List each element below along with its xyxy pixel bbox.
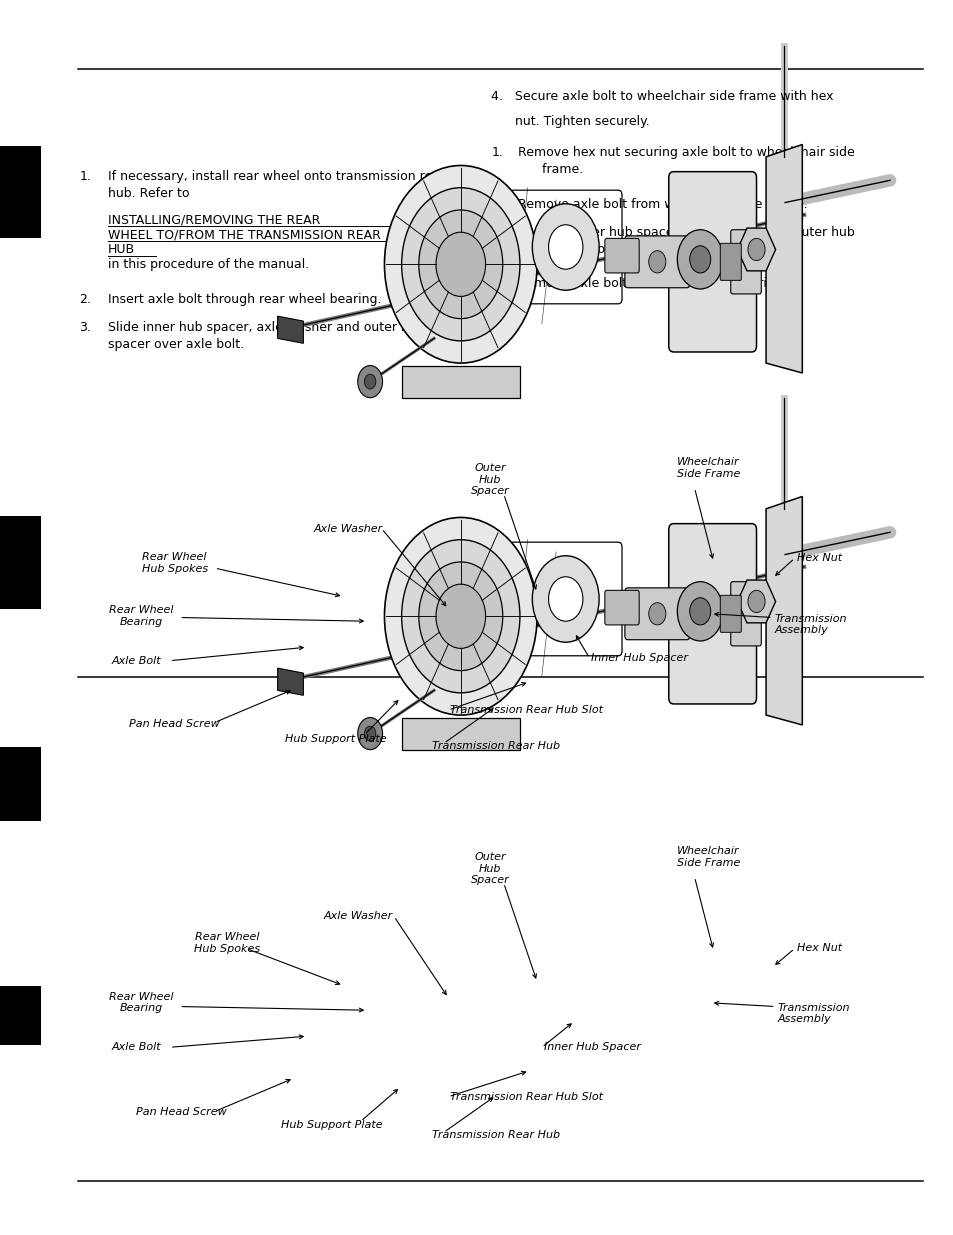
Text: Remove axle bolt from wheelchair side frame.: Remove axle bolt from wheelchair side fr… [517,198,807,211]
FancyBboxPatch shape [401,366,519,398]
Text: Rear Wheel
Bearing: Rear Wheel Bearing [109,605,173,626]
Circle shape [384,165,537,363]
FancyBboxPatch shape [730,582,760,646]
Text: 2.: 2. [491,198,502,211]
Text: Rear Wheel
Hub Spokes: Rear Wheel Hub Spokes [193,932,260,953]
Text: Transmission Rear Hub Slot: Transmission Rear Hub Slot [450,1092,602,1102]
FancyBboxPatch shape [668,524,756,704]
Text: Axle Washer: Axle Washer [323,911,392,921]
Circle shape [747,238,764,261]
Circle shape [436,232,485,296]
FancyBboxPatch shape [720,243,740,280]
Circle shape [401,188,519,341]
FancyBboxPatch shape [604,238,639,273]
Text: Inner Hub Spacer: Inner Hub Spacer [591,653,688,663]
FancyBboxPatch shape [624,236,689,288]
Text: 2.: 2. [79,293,91,306]
Text: INSTALLING/REMOVING THE REAR: INSTALLING/REMOVING THE REAR [108,214,320,227]
Text: Rear Wheel
Hub Spokes: Rear Wheel Hub Spokes [141,552,208,573]
Text: Outer
Hub
Spacer: Outer Hub Spacer [471,852,509,885]
Text: Inner Hub Spacer: Inner Hub Spacer [543,1042,640,1052]
Bar [0,986,41,1045]
FancyBboxPatch shape [624,588,689,640]
Text: Remove axle bolt from rear wheel bearing.: Remove axle bolt from rear wheel bearing… [517,277,786,290]
Text: Transmission Rear Hub: Transmission Rear Hub [432,1130,559,1140]
Circle shape [357,366,382,398]
FancyBboxPatch shape [604,590,639,625]
Polygon shape [277,668,303,695]
Text: 3.: 3. [79,321,91,335]
Text: Insert axle bolt through rear wheel bearing.: Insert axle bolt through rear wheel bear… [108,293,381,306]
Text: Transmission Rear Hub: Transmission Rear Hub [432,741,559,751]
Text: Hub Support Plate: Hub Support Plate [285,734,386,743]
Circle shape [648,251,665,273]
Text: Pan Head Screw: Pan Head Screw [135,1107,227,1116]
FancyBboxPatch shape [401,718,519,750]
Circle shape [648,603,665,625]
Text: Wheelchair
Side Frame: Wheelchair Side Frame [677,457,740,478]
Text: in this procedure of the manual.: in this procedure of the manual. [108,258,309,272]
Text: 3.: 3. [491,226,502,240]
Circle shape [418,562,502,671]
Circle shape [532,556,598,642]
Text: WHEEL TO/FROM THE TRANSMISSION REAR: WHEEL TO/FROM THE TRANSMISSION REAR [108,228,380,242]
Text: HUB: HUB [108,243,134,257]
Text: Hex Nut: Hex Nut [796,553,841,563]
Circle shape [747,590,764,613]
Text: Slide inner hub spacer, axle washer and outer hub
spacer over axle bolt.: Slide inner hub spacer, axle washer and … [108,321,424,351]
Circle shape [364,374,375,389]
Text: 1.: 1. [79,170,91,184]
Text: 4.   Secure axle bolt to wheelchair side frame with hex: 4. Secure axle bolt to wheelchair side f… [491,90,833,104]
Polygon shape [737,580,775,622]
FancyBboxPatch shape [720,595,740,632]
Circle shape [689,246,710,273]
Circle shape [548,225,582,269]
Text: 1.: 1. [491,146,502,159]
Text: Hub Support Plate: Hub Support Plate [281,1120,382,1130]
Polygon shape [765,496,801,725]
Circle shape [677,230,722,289]
Circle shape [677,582,722,641]
Text: Transmission
Assembly: Transmission Assembly [777,1003,849,1024]
Text: Remove inner hub spacer, axle washer and outer hub
      spacer from axle bolt.: Remove inner hub spacer, axle washer and… [517,226,854,256]
Text: Axle Bolt: Axle Bolt [112,656,161,666]
Circle shape [364,726,375,741]
Text: Axle Washer: Axle Washer [314,524,382,534]
Text: Wheelchair
Side Frame: Wheelchair Side Frame [677,846,740,867]
Circle shape [532,204,598,290]
Text: Hex Nut: Hex Nut [796,944,841,953]
Text: If necessary, install rear wheel onto transmission rear
hub. Refer to: If necessary, install rear wheel onto tr… [108,170,444,200]
FancyBboxPatch shape [730,230,760,294]
Text: Pan Head Screw: Pan Head Screw [129,719,220,729]
Text: Outer
Hub
Spacer: Outer Hub Spacer [471,463,509,496]
Circle shape [401,540,519,693]
Text: Axle Bolt: Axle Bolt [112,1042,161,1052]
Circle shape [418,210,502,319]
Bar [0,747,41,821]
Polygon shape [765,144,801,373]
Polygon shape [737,228,775,270]
Text: Rear Wheel
Bearing: Rear Wheel Bearing [109,992,173,1013]
Circle shape [384,517,537,715]
Circle shape [436,584,485,648]
Text: 4.: 4. [491,277,502,290]
Polygon shape [277,316,303,343]
Text: Remove hex nut securing axle bolt to wheelchair side
      frame.: Remove hex nut securing axle bolt to whe… [517,146,854,175]
Bar [0,146,41,238]
Circle shape [357,718,382,750]
FancyBboxPatch shape [668,172,756,352]
Circle shape [689,598,710,625]
Bar [0,516,41,609]
Text: Transmission
Assembly: Transmission Assembly [774,614,846,635]
Circle shape [548,577,582,621]
Text: Transmission Rear Hub Slot: Transmission Rear Hub Slot [450,705,602,715]
Text: nut. Tighten securely.: nut. Tighten securely. [491,115,649,128]
